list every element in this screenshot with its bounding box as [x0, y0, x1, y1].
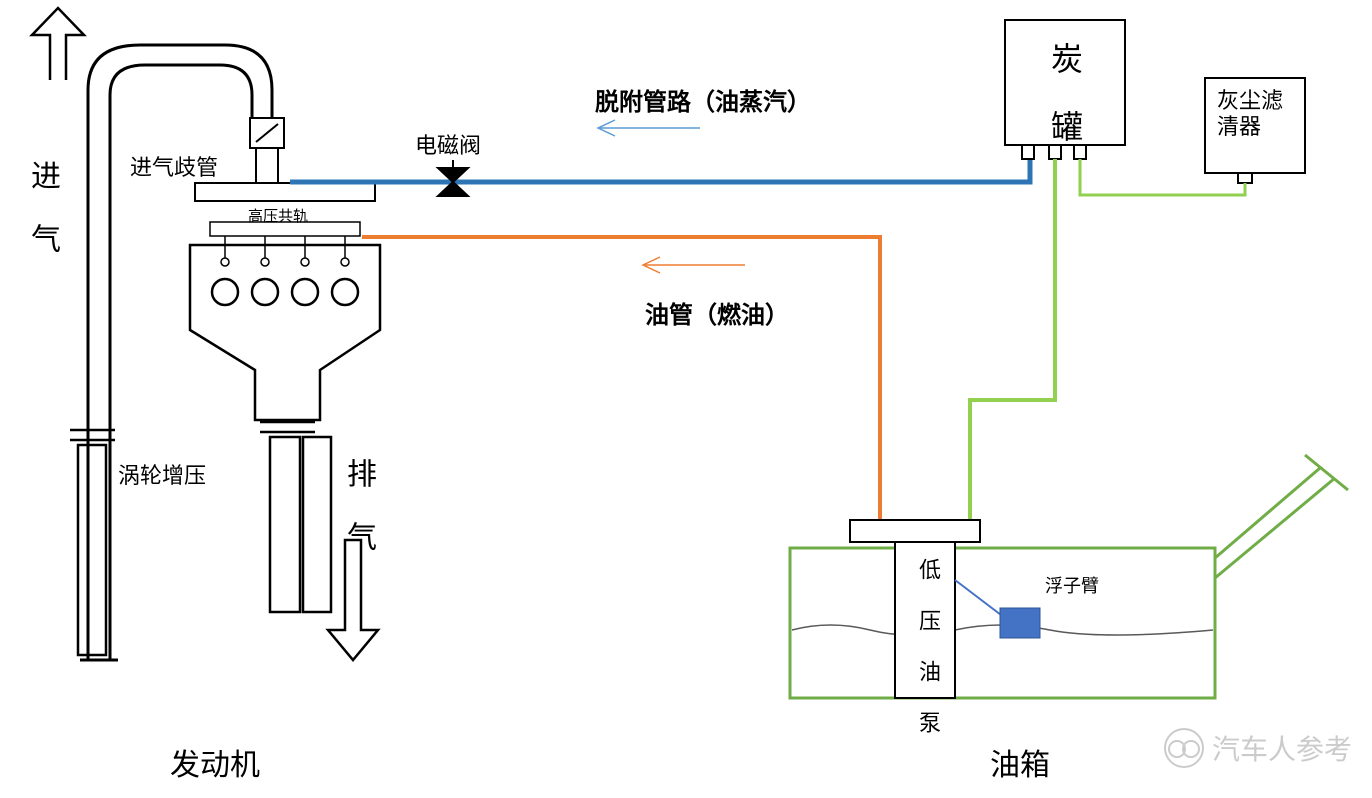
- diagram-svg: [0, 0, 1372, 798]
- filler-neck: [1215, 455, 1348, 578]
- float-arm: [955, 580, 1040, 638]
- common-rail-label: 高压共轨: [248, 205, 308, 226]
- watermark-text: 汽车人参考: [1212, 728, 1352, 768]
- wechat-icon: [1164, 728, 1204, 768]
- intake-pipe: [80, 45, 272, 660]
- turbo-label: 涡轮增压: [118, 458, 206, 490]
- fuel-path-label: 油管（燃油）: [645, 295, 789, 330]
- vapor-arrow-icon: [598, 120, 700, 136]
- engine-title: 发动机: [170, 740, 260, 784]
- float-arm-label: 浮子臂: [1045, 572, 1099, 598]
- solenoid-label: 电磁阀: [415, 128, 481, 160]
- exhaust-label: 排 气: [336, 458, 380, 551]
- tank-title: 油箱: [990, 740, 1050, 784]
- dust-filter-label: 灰尘滤 清器: [1217, 88, 1283, 141]
- throttle-body: [250, 118, 284, 183]
- fuel-line: [362, 237, 880, 520]
- intake-label: 进 气: [20, 160, 64, 253]
- intake-manifold: [195, 183, 375, 201]
- exhaust-arrow-icon: [328, 540, 378, 660]
- intake-manifold-label: 进气歧管: [130, 150, 218, 182]
- low-pump-label: 低 压 油 泵: [912, 558, 944, 735]
- canister-label: 炭 罐: [1042, 42, 1088, 142]
- vapor-path-label: 脱附管路（油蒸汽）: [595, 82, 811, 117]
- intake-arrow-icon: [32, 8, 84, 80]
- vapor-line: [290, 148, 1030, 182]
- fuel-arrow-icon: [643, 257, 745, 273]
- canister-to-tank-line: [970, 159, 1055, 520]
- solenoid-valve-icon: [438, 160, 468, 196]
- watermark: 汽车人参考: [1164, 728, 1352, 768]
- engine-block: [190, 245, 380, 420]
